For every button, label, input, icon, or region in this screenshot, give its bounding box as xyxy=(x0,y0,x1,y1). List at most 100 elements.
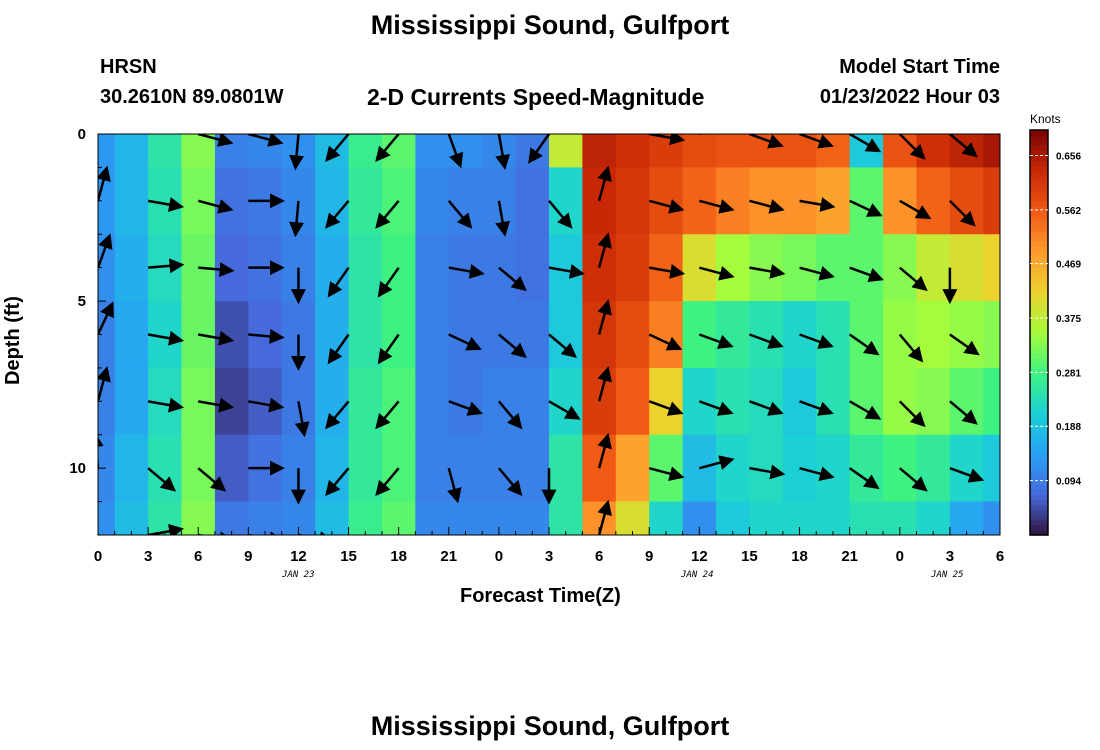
heatmap-cell xyxy=(916,301,951,369)
colorbar-segment xyxy=(1030,494,1048,501)
current-vector xyxy=(799,265,835,281)
current-vector xyxy=(294,401,310,438)
current-vector xyxy=(289,200,305,238)
heatmap-cell xyxy=(615,167,650,235)
colorbar-segment xyxy=(1030,175,1048,182)
x-tick-label: 3 xyxy=(144,548,152,565)
heatmap-cell xyxy=(415,434,450,503)
current-vector xyxy=(528,134,551,164)
heatmap-cell xyxy=(114,367,149,436)
x-tick-label: 0 xyxy=(495,548,503,565)
current-vector xyxy=(248,134,284,147)
colorbar-segment xyxy=(1030,286,1048,293)
current-vector xyxy=(599,134,601,135)
colorbar-segment xyxy=(1030,256,1048,263)
heatmap-cell xyxy=(315,434,350,503)
heatmap-cell xyxy=(615,234,650,302)
colorbar-segment xyxy=(1030,216,1048,222)
model-start-label: Model Start Time xyxy=(839,56,1000,78)
heatmap-cell xyxy=(415,301,450,369)
colorbar-segment xyxy=(1030,155,1048,161)
colorbar-segment xyxy=(1030,484,1048,491)
colorbar-segment xyxy=(1030,317,1048,323)
station-name: HRSN xyxy=(100,56,157,78)
current-vector xyxy=(799,197,836,212)
current-vector xyxy=(898,400,926,428)
current-vector xyxy=(147,330,185,346)
x-tick-label: 3 xyxy=(545,548,553,565)
current-vector xyxy=(448,264,485,279)
x-tick-label: 9 xyxy=(244,548,252,565)
heatmap-cell xyxy=(148,134,183,169)
heatmap-cell xyxy=(749,501,784,535)
colorbar-segment xyxy=(1030,362,1048,369)
colorbar-segment xyxy=(1030,403,1048,410)
current-vector xyxy=(597,299,612,335)
current-vector xyxy=(197,134,234,147)
current-vector xyxy=(147,197,185,212)
colorbar-segment xyxy=(1030,190,1048,197)
heatmap-cell xyxy=(348,134,383,169)
current-vector xyxy=(197,467,227,492)
heatmap-cell xyxy=(749,367,784,436)
current-vector xyxy=(98,301,114,336)
current-vector xyxy=(377,266,400,298)
colorbar-segment xyxy=(1030,428,1048,435)
colorbar-segment xyxy=(1030,211,1048,217)
heatmap-cell xyxy=(883,134,918,169)
current-vector xyxy=(649,264,686,279)
colorbar-segment xyxy=(1030,236,1048,242)
heatmap-cell xyxy=(983,501,1000,535)
current-vector xyxy=(949,466,985,483)
current-vector xyxy=(949,134,978,158)
current-vector xyxy=(849,199,883,217)
current-vector xyxy=(495,134,511,170)
heatmap-cell xyxy=(98,134,116,169)
heatmap-cell xyxy=(949,434,984,503)
y-tick-label: 0 xyxy=(78,126,86,143)
heatmap-cell xyxy=(98,234,116,302)
colorbar-segment xyxy=(1030,357,1048,364)
colorbar-segment xyxy=(1030,261,1048,268)
x-axis-label: Forecast Time(Z) xyxy=(460,585,621,607)
current-vector xyxy=(999,334,1000,336)
colorbar-segment xyxy=(1030,271,1048,278)
colorbar-segment xyxy=(1030,448,1048,455)
current-vector xyxy=(749,464,786,480)
colorbar-segment xyxy=(1030,489,1048,496)
current-vector xyxy=(999,401,1000,403)
heatmap-cell xyxy=(415,134,450,169)
current-vector xyxy=(999,200,1000,203)
x-tick-label: 18 xyxy=(791,548,808,565)
heatmap-cell xyxy=(949,367,984,436)
colorbar-segment xyxy=(1030,519,1048,526)
heatmap-cell xyxy=(448,167,483,235)
current-vector xyxy=(648,333,683,351)
current-vector xyxy=(98,533,102,535)
heatmap-cell xyxy=(214,434,249,503)
heatmap-cell xyxy=(515,167,550,235)
current-vector xyxy=(749,333,784,349)
colorbar-segment xyxy=(1030,443,1048,450)
heatmap-cell xyxy=(949,167,984,235)
heatmap-cell xyxy=(315,167,350,235)
heatmap-cell xyxy=(582,367,617,436)
colorbar-segment xyxy=(1030,281,1048,288)
current-vector xyxy=(999,468,1000,470)
current-vector xyxy=(749,199,785,214)
x-tick-label: 6 xyxy=(996,548,1004,565)
heatmap-cell xyxy=(415,234,450,302)
heatmap-cell xyxy=(649,367,684,436)
heatmap-cell xyxy=(214,234,249,302)
colorbar-tick-label: 0.562 xyxy=(1056,206,1081,217)
colorbar-segment xyxy=(1030,433,1048,440)
colorbar-segment xyxy=(1030,297,1048,303)
colorbar-segment xyxy=(1030,469,1048,475)
current-vector xyxy=(448,333,482,351)
colorbar-segment xyxy=(1030,307,1048,313)
colorbar-segment xyxy=(1030,342,1048,349)
colorbar-segment xyxy=(1030,180,1048,187)
colorbar-segment xyxy=(1030,413,1048,420)
heatmap-cell xyxy=(214,367,249,436)
heatmap-cell xyxy=(381,134,416,169)
